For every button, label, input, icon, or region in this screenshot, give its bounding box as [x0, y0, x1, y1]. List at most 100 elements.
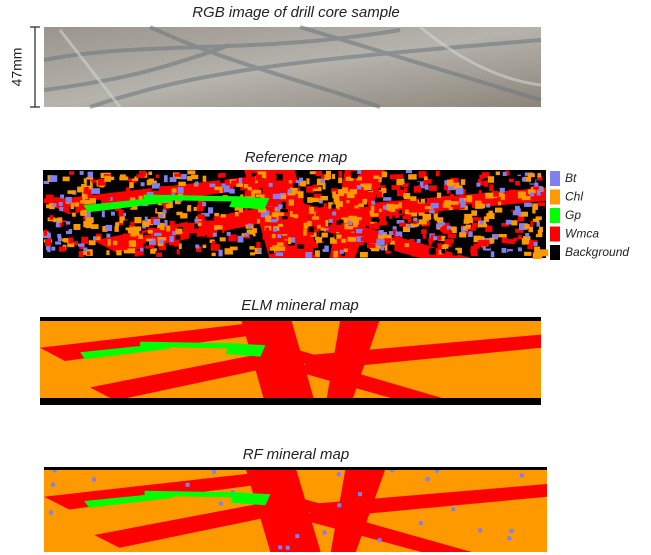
map-speck — [263, 234, 270, 240]
panel-title: ELM mineral map — [241, 297, 359, 314]
map-speck — [540, 249, 548, 256]
map-speck — [399, 210, 402, 214]
map-speck — [79, 251, 83, 257]
map-speck — [222, 184, 226, 188]
map-speck — [476, 183, 480, 187]
map-speck — [518, 235, 522, 239]
map-speck — [500, 188, 505, 193]
map-speck — [256, 242, 260, 248]
map-speck — [413, 221, 416, 224]
map-speck — [364, 192, 373, 196]
map-speck — [395, 212, 400, 218]
map-speck — [157, 207, 164, 212]
map-speck — [77, 187, 84, 193]
map-speck — [493, 191, 498, 197]
map-speck — [156, 175, 159, 178]
map-speck — [297, 244, 304, 248]
map-speck — [332, 174, 335, 179]
map-speck — [405, 210, 409, 215]
map-speck — [356, 229, 363, 233]
map-speck — [88, 172, 93, 178]
map-speck — [55, 241, 61, 244]
map-speck — [179, 243, 182, 249]
legend-swatch — [550, 208, 560, 223]
map-speck — [291, 237, 295, 242]
map-speck — [539, 227, 543, 232]
map-speck — [348, 221, 352, 225]
map-speck — [450, 194, 454, 200]
map-speck — [159, 214, 163, 218]
map-speck — [44, 250, 47, 254]
map-speck — [227, 232, 231, 236]
map-speck — [139, 171, 143, 174]
map-speck — [326, 171, 331, 176]
map-speck — [187, 170, 195, 174]
map-speck — [347, 237, 356, 242]
map-speck — [53, 203, 57, 207]
map-speck — [377, 191, 382, 197]
map-speck — [391, 204, 399, 208]
map-speck — [450, 201, 458, 205]
map-speck — [524, 252, 531, 256]
map-speck — [211, 244, 220, 251]
map-speck — [152, 183, 160, 188]
map-speck — [273, 194, 281, 199]
map-speck — [438, 222, 445, 225]
map-speck — [384, 227, 388, 232]
map-speck — [108, 239, 111, 246]
map-speck — [170, 177, 177, 182]
panel-title: RGB image of drill core sample — [192, 4, 400, 21]
map-speck — [293, 208, 302, 214]
map-speck — [111, 212, 115, 216]
map-speck — [278, 224, 283, 227]
map-speck — [445, 239, 452, 242]
map-speck — [282, 216, 287, 219]
map-speck — [378, 538, 382, 542]
map-speck — [350, 216, 356, 219]
map-speck — [430, 199, 436, 204]
map-speck — [429, 185, 437, 191]
map-speck — [371, 201, 375, 205]
map-speck — [354, 208, 358, 214]
map-speck — [498, 202, 501, 206]
map-speck — [141, 182, 145, 186]
map-speck — [172, 188, 177, 192]
map-speck — [194, 219, 198, 223]
map-speck — [82, 195, 87, 199]
map-speck — [436, 171, 440, 176]
map-speck — [414, 186, 421, 193]
map-speck — [316, 212, 322, 217]
map-speck — [148, 172, 152, 175]
map-speck — [114, 226, 118, 232]
map-speck — [197, 214, 204, 219]
map-speck — [134, 217, 141, 223]
map-speck — [129, 240, 136, 247]
map-speck — [408, 220, 412, 223]
map-speck — [461, 179, 465, 185]
map-speck — [118, 209, 123, 216]
map-speck — [187, 189, 191, 196]
map-speck — [351, 175, 358, 178]
map-speck — [511, 220, 517, 225]
map-speck — [200, 226, 205, 231]
map-speck — [203, 245, 207, 248]
map-speck — [530, 221, 533, 227]
map-speck — [379, 209, 382, 212]
map-speck — [429, 248, 436, 255]
map-speck — [429, 243, 432, 246]
map-speck — [130, 222, 134, 227]
map-speck — [295, 223, 301, 227]
map-speck — [89, 240, 96, 245]
map-speck — [249, 246, 254, 249]
map-speck — [44, 198, 52, 203]
map-speck — [522, 196, 531, 200]
map-speck — [164, 175, 168, 182]
map-speck — [80, 171, 84, 175]
map-speck — [321, 174, 325, 178]
map-speck — [286, 174, 294, 178]
map-speck — [360, 252, 368, 258]
map-speck — [265, 228, 269, 234]
map-speck — [305, 252, 311, 258]
map-speck — [68, 237, 73, 243]
map-speck — [72, 213, 76, 217]
